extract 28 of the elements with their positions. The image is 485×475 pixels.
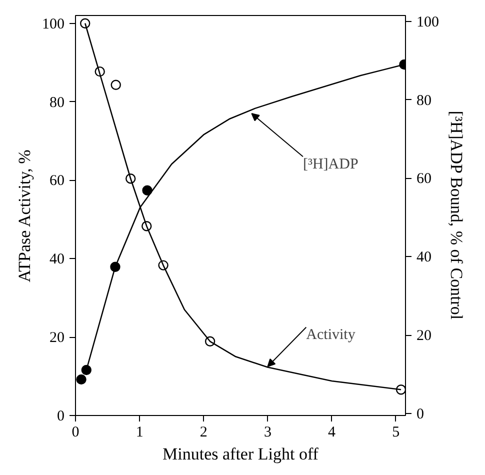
y2-tick-label: 0 (416, 406, 424, 423)
y2-tick-label: 20 (416, 328, 432, 344)
y-tick-label: 0 (57, 408, 64, 424)
x-tick-label: 2 (200, 424, 208, 440)
y2-tick-label: 80 (416, 92, 432, 109)
point (76, 374, 86, 385)
x-tick-label: 5 (392, 424, 400, 440)
y2-tick-label: 40 (416, 250, 432, 266)
point (81, 364, 92, 376)
y2-axis-title: [³H]ADP Bound, % of Control (447, 110, 466, 320)
y-tick-label: 80 (50, 94, 64, 111)
x-tick-label: 4 (328, 424, 336, 440)
y-axis-title: ATPase Activity, % (15, 150, 34, 282)
y-tick-label: 60 (50, 173, 64, 190)
y-tick-label: 40 (50, 252, 64, 268)
annotation: [³H]ADP (302, 156, 358, 173)
point (110, 80, 121, 90)
x-tick-label: 1 (136, 424, 144, 440)
point (142, 185, 152, 196)
y-tick-label: 20 (50, 330, 64, 346)
point (80, 18, 90, 28)
x-axis-title: Minutes after Light off (162, 444, 319, 464)
y2-tick-label: 100 (416, 14, 439, 30)
y2-tick-label: 60 (416, 171, 432, 188)
annotation: Activity (306, 327, 356, 344)
y-tick-label: 100 (42, 16, 64, 32)
x-tick-label: 3 (264, 424, 272, 440)
x-tick-label: 0 (72, 424, 80, 440)
